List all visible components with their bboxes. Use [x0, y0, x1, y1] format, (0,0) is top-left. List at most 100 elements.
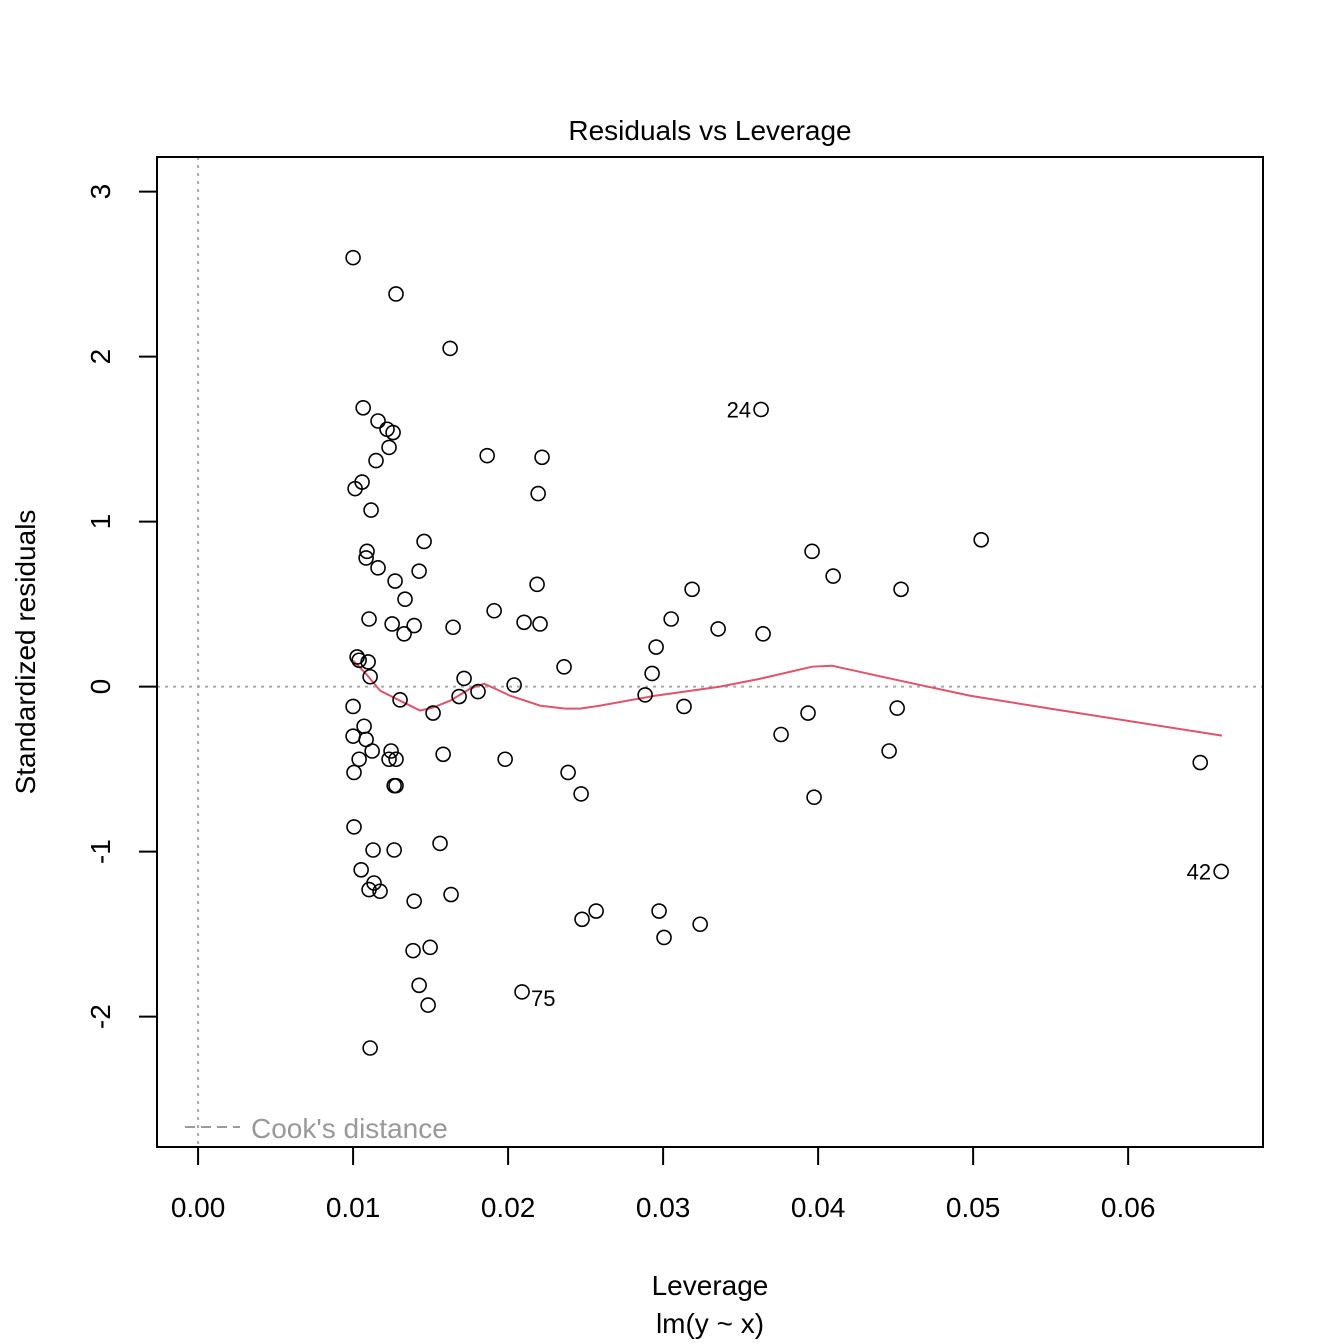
- data-point: [1192, 754, 1209, 771]
- data-point: [710, 621, 726, 637]
- data-point: [825, 568, 841, 584]
- data-point: [362, 668, 378, 685]
- data-point: [574, 911, 590, 928]
- data-point: [411, 563, 427, 579]
- data-point: [804, 543, 820, 560]
- data-point: [529, 576, 545, 593]
- data-point: [381, 751, 397, 768]
- data-point: [370, 560, 386, 576]
- data-point: [432, 835, 448, 852]
- data-point: [753, 401, 769, 418]
- data-point: [358, 550, 374, 566]
- data-point: [406, 617, 422, 634]
- y-axis-label: Standardized residuals: [10, 510, 41, 795]
- data-point: [387, 573, 403, 589]
- smoother-line: [352, 659, 1223, 737]
- data-point: [351, 751, 367, 768]
- data-point: [386, 842, 402, 858]
- data-point: [556, 659, 572, 675]
- data-point: [676, 698, 692, 715]
- data-point: [806, 789, 822, 806]
- x-tick-label: 0.04: [791, 1192, 846, 1223]
- data-point: [361, 881, 377, 898]
- data-point: [644, 665, 660, 682]
- x-tick-label: 0.00: [171, 1192, 226, 1223]
- data-point: [381, 439, 397, 456]
- data-point: [411, 977, 427, 994]
- data-point: [684, 581, 700, 598]
- x-tick-label: 0.06: [1101, 1192, 1156, 1223]
- plot-frame: [156, 156, 1264, 1148]
- data-point: [362, 1040, 378, 1056]
- data-point: [755, 626, 771, 642]
- data-point: [364, 743, 380, 759]
- x-tick-label: 0.01: [326, 1192, 381, 1223]
- data-point: [534, 449, 550, 466]
- x-axis-label: Leverage: [652, 1270, 769, 1301]
- x-tick-label: 0.05: [946, 1192, 1001, 1223]
- data-point: [532, 616, 548, 632]
- data-point: [372, 883, 388, 900]
- data-point: [435, 746, 451, 763]
- data-point: [420, 997, 436, 1013]
- data-point: [416, 533, 432, 550]
- data-point: [351, 652, 367, 669]
- data-point: [443, 886, 459, 903]
- data-point: [346, 764, 362, 781]
- data-point: [422, 939, 438, 956]
- x-axis-sublabel: lm(y ~ x): [656, 1308, 764, 1339]
- data-point: [560, 764, 576, 781]
- data-point: [800, 705, 816, 721]
- data-point: [516, 614, 532, 631]
- data-point: [388, 286, 404, 302]
- data-point: [773, 726, 789, 743]
- y-tick-label: 0: [85, 679, 116, 695]
- data-point: [588, 903, 604, 919]
- data-point: [346, 819, 362, 835]
- data-point: [506, 677, 522, 693]
- data-point: [486, 602, 502, 619]
- y-tick-label: -1: [85, 839, 116, 864]
- y-tick-label: 3: [85, 184, 116, 200]
- data-point: [479, 447, 495, 464]
- data-point: [893, 581, 909, 598]
- data-point: [384, 616, 400, 632]
- legend: Cook's distance: [185, 1113, 448, 1144]
- data-point: [383, 743, 399, 759]
- x-tick-label: 0.02: [481, 1192, 536, 1223]
- data-point: [347, 480, 363, 497]
- data-point: [365, 842, 381, 858]
- data-point: [663, 611, 679, 627]
- data-point: [456, 670, 472, 687]
- data-point: [359, 543, 375, 560]
- data-point: [406, 893, 422, 909]
- data-point: [497, 751, 513, 768]
- data-point: [397, 591, 413, 608]
- point-label: 24: [727, 397, 751, 422]
- data-point: [973, 531, 989, 548]
- data-point: [396, 626, 412, 642]
- data-point: [353, 861, 369, 878]
- data-point: [648, 639, 664, 655]
- data-point: [363, 502, 379, 518]
- data-point: [656, 929, 672, 946]
- data-point: [637, 687, 653, 703]
- data-point: [356, 718, 372, 735]
- data-point: [530, 485, 546, 502]
- data-point: [370, 413, 386, 429]
- point-label: 75: [531, 986, 555, 1011]
- data-point: [889, 700, 905, 716]
- data-point: [355, 399, 371, 416]
- legend-label: Cook's distance: [251, 1113, 448, 1144]
- data-point: [451, 688, 467, 705]
- chart-title: Residuals vs Leverage: [568, 115, 851, 146]
- data-point: [573, 786, 589, 802]
- data-point: [360, 654, 376, 670]
- y-tick-label: 1: [85, 514, 116, 530]
- y-tick-label: 2: [85, 349, 116, 365]
- data-point: [388, 751, 404, 768]
- data-point: [345, 728, 361, 744]
- data-point: [345, 249, 361, 266]
- data-point: [692, 916, 708, 933]
